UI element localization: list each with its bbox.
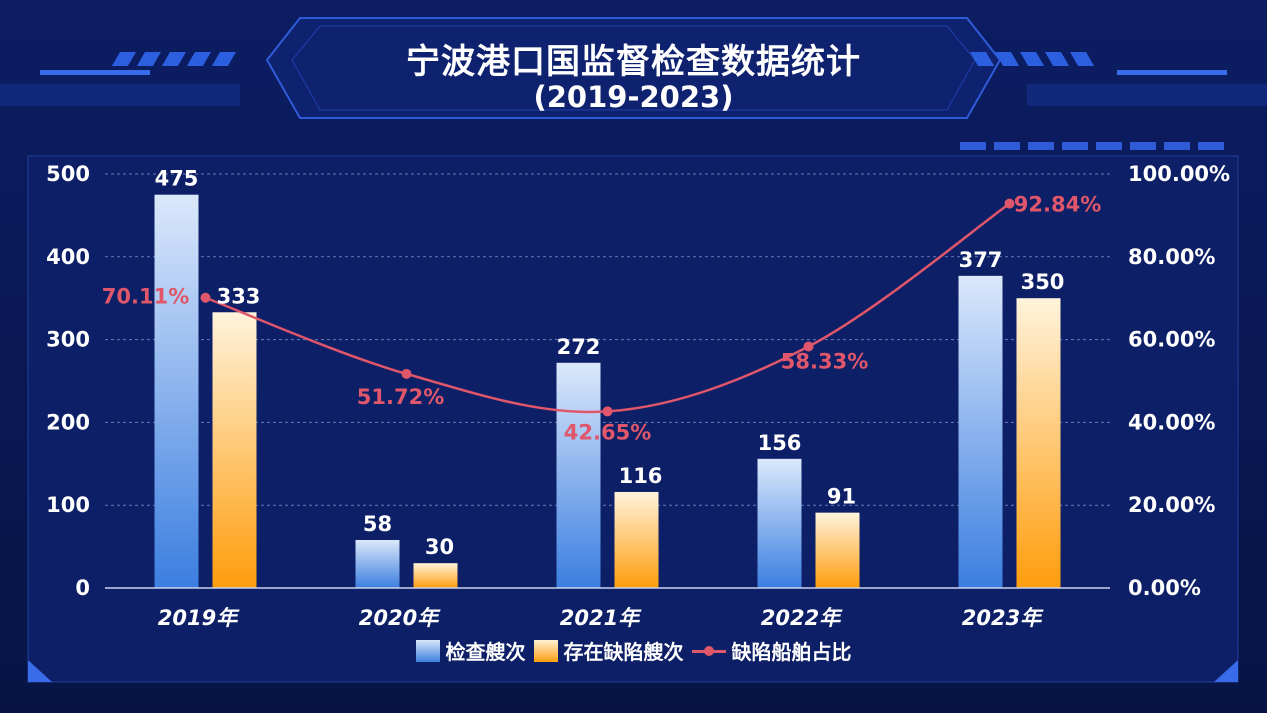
data-label-defective: 350 [1021, 270, 1065, 294]
y-right-tick-label: 60.00% [1128, 328, 1215, 352]
chart-title: 宁波港口国监督检查数据统计 [406, 42, 861, 82]
legend-item-defective: 存在缺陷艘次 [533, 636, 684, 665]
x-category-label: 2020年 [359, 606, 441, 630]
y-right-tick-label: 40.00% [1128, 410, 1215, 434]
data-label-defective: 30 [425, 535, 454, 559]
bar-defective [212, 312, 257, 588]
y-left-tick-label: 100 [46, 493, 90, 517]
data-label-defective: 333 [217, 284, 261, 308]
data-label-inspections: 377 [959, 248, 1003, 272]
legend-label-inspections: 检查艘次 [445, 640, 526, 664]
chart-subtitle: (2019-2023) [533, 80, 734, 114]
line-point-ratio [1004, 198, 1015, 209]
y-left-tick-label: 400 [46, 245, 90, 269]
legend-swatch-line [691, 640, 726, 662]
y-left-tick-label: 300 [46, 328, 90, 352]
x-category-label: 2023年 [962, 606, 1044, 630]
legend-label-ratio: 缺陷船舶占比 [731, 640, 852, 664]
line-point-ratio [803, 341, 814, 352]
legend-swatch-blue [415, 639, 440, 662]
bar-inspections [958, 275, 1003, 588]
bar-inspections [556, 362, 601, 588]
x-category-label: 2022年 [761, 606, 843, 630]
y-right-tick-label: 80.00% [1128, 245, 1215, 269]
bar-defective [815, 512, 860, 588]
y-right-tick-label: 0.00% [1128, 576, 1201, 600]
legend-item-ratio: 缺陷船舶占比 [691, 636, 852, 665]
line-point-ratio [200, 292, 211, 303]
data-label-inspections: 475 [155, 167, 199, 191]
data-label-defective: 91 [827, 485, 856, 509]
data-label-ratio: 51.72% [357, 385, 444, 409]
data-label-inspections: 156 [758, 431, 802, 455]
y-left-tick-label: 500 [46, 162, 90, 186]
y-right-tick-label: 20.00% [1128, 493, 1215, 517]
bar-inspections [355, 539, 400, 588]
data-label-inspections: 58 [363, 512, 392, 536]
legend-swatch-orange [533, 639, 558, 662]
y-left-tick-label: 200 [46, 410, 90, 434]
x-category-label: 2021年 [560, 606, 642, 630]
data-label-ratio: 70.11% [102, 285, 189, 309]
data-label-defective: 116 [619, 464, 663, 488]
bar-inspections [154, 194, 199, 588]
legend-label-defective: 存在缺陷艘次 [563, 640, 684, 664]
data-label-ratio: 42.65% [564, 420, 651, 444]
data-label-inspections: 272 [557, 335, 601, 359]
chart-legend: 检查艘次 存在缺陷艘次 缺陷船舶占比 [0, 636, 1267, 665]
legend-item-inspections: 检查艘次 [415, 636, 526, 665]
series-line-ratio [205, 202, 1011, 414]
y-left-tick-label: 0 [75, 576, 90, 600]
bar-defective [1016, 298, 1061, 588]
x-category-label: 2019年 [158, 606, 240, 630]
line-point-ratio [401, 368, 412, 379]
line-point-ratio [602, 406, 613, 417]
data-label-ratio: 92.84% [1014, 193, 1101, 217]
bar-defective [614, 491, 659, 588]
data-label-ratio: 58.33% [781, 350, 868, 374]
bar-inspections [757, 458, 802, 588]
bar-defective [413, 563, 458, 588]
y-right-tick-label: 100.00% [1128, 162, 1230, 186]
